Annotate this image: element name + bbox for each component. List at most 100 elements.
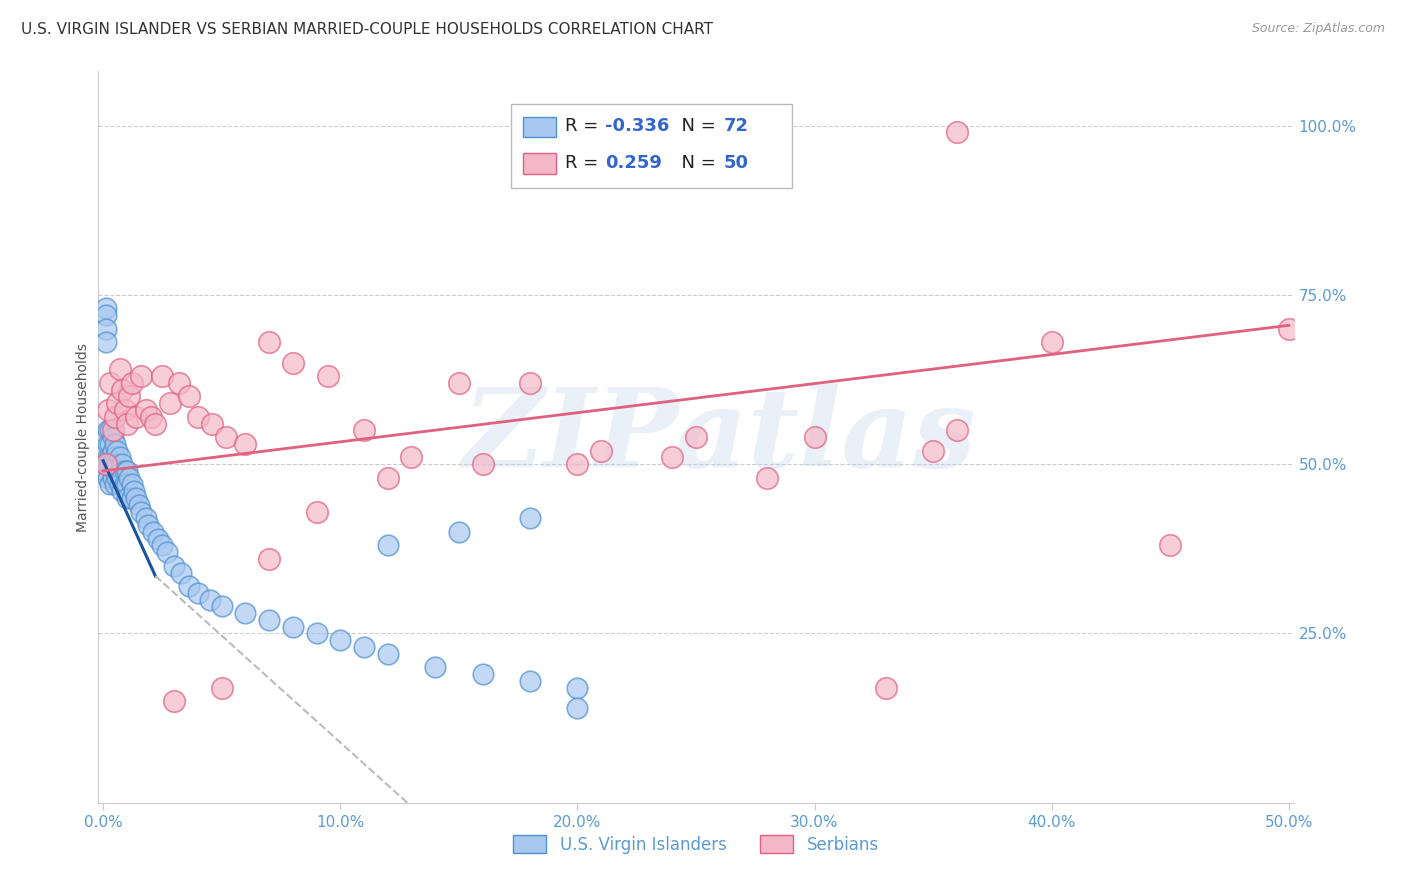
Point [135, 511, 157, 525]
Point [94, 457, 117, 471]
Point [114, 477, 136, 491]
Point [519, 511, 541, 525]
Point [1159, 538, 1181, 552]
Point [305, 626, 328, 640]
Point [447, 376, 470, 390]
Point [163, 558, 186, 573]
Point [111, 471, 134, 485]
Point [139, 409, 162, 424]
Point [94, 308, 117, 322]
Point [163, 694, 186, 708]
Point [98, 423, 121, 437]
Point [447, 524, 470, 539]
FancyBboxPatch shape [510, 104, 792, 188]
Point [98, 376, 121, 390]
Point [159, 396, 181, 410]
Point [187, 586, 209, 600]
Point [98, 437, 121, 451]
Point [121, 376, 143, 390]
Point [471, 667, 494, 681]
Point [122, 484, 145, 499]
Point [215, 430, 238, 444]
Text: N =: N = [669, 117, 721, 136]
Point [519, 673, 541, 688]
Text: R =: R = [565, 117, 603, 136]
Point [105, 396, 128, 410]
Point [121, 491, 143, 505]
Point [101, 423, 124, 437]
Point [129, 505, 152, 519]
Point [257, 552, 280, 566]
Point [94, 464, 117, 478]
Point [104, 477, 127, 491]
Point [567, 681, 589, 695]
Point [111, 457, 134, 471]
Point [125, 409, 148, 424]
Point [143, 417, 166, 431]
Point [111, 383, 134, 397]
Text: U.S. VIRGIN ISLANDER VS SERBIAN MARRIED-COUPLE HOUSEHOLDS CORRELATION CHART: U.S. VIRGIN ISLANDER VS SERBIAN MARRIED-… [21, 22, 713, 37]
Point [108, 450, 131, 465]
Point [129, 369, 152, 384]
Point [146, 532, 169, 546]
Bar [523, 153, 557, 174]
Point [152, 369, 174, 384]
Point [329, 633, 352, 648]
Point [108, 362, 131, 376]
Point [108, 477, 131, 491]
Point [235, 437, 257, 451]
Point [97, 471, 120, 485]
Point [567, 457, 589, 471]
Point [94, 301, 117, 316]
Point [377, 471, 399, 485]
Point [211, 599, 233, 614]
Point [104, 464, 127, 478]
Point [198, 592, 221, 607]
Point [128, 498, 150, 512]
Bar [523, 117, 557, 137]
Y-axis label: Married-couple Households: Married-couple Households [76, 343, 90, 532]
Point [1278, 322, 1301, 336]
Text: -0.336: -0.336 [605, 117, 669, 136]
Point [115, 491, 138, 505]
Point [423, 660, 446, 674]
Point [201, 417, 224, 431]
Point [177, 389, 200, 403]
Point [567, 701, 589, 715]
Point [946, 125, 969, 139]
Point [281, 355, 304, 369]
Point [104, 437, 127, 451]
Point [105, 443, 128, 458]
Point [97, 423, 120, 437]
Point [875, 681, 897, 695]
Point [257, 335, 280, 350]
Point [97, 403, 120, 417]
Point [114, 403, 136, 417]
Point [142, 524, 165, 539]
Point [803, 430, 825, 444]
Point [104, 450, 127, 465]
Point [101, 471, 124, 485]
Point [98, 450, 121, 465]
Point [257, 613, 280, 627]
Point [105, 471, 128, 485]
Point [125, 491, 148, 505]
Point [685, 430, 707, 444]
Point [756, 471, 779, 485]
Point [377, 538, 399, 552]
Point [111, 484, 134, 499]
Point [115, 477, 138, 491]
Point [922, 443, 945, 458]
Point [591, 443, 613, 458]
Point [97, 437, 120, 451]
Point [94, 322, 117, 336]
Point [170, 566, 193, 580]
Point [101, 457, 124, 471]
Text: 0.259: 0.259 [605, 153, 662, 172]
Point [97, 450, 120, 465]
Point [94, 335, 117, 350]
Point [105, 457, 128, 471]
Legend: U.S. Virgin Islanders, Serbians: U.S. Virgin Islanders, Serbians [506, 829, 886, 860]
Point [305, 505, 328, 519]
Point [101, 430, 124, 444]
